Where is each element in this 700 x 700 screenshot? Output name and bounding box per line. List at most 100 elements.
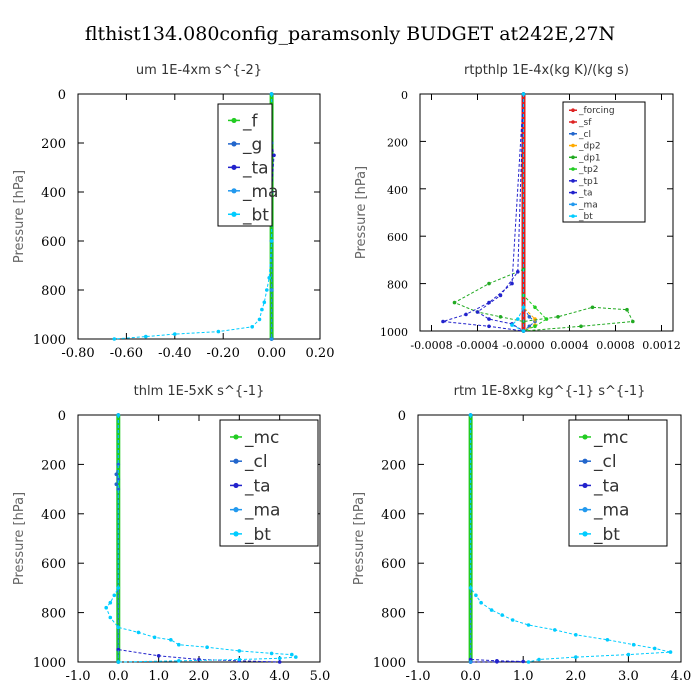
legend-box — [217, 103, 273, 227]
x-tick-label: 1.0 — [513, 669, 534, 684]
series-line-bt — [114, 94, 273, 340]
y-tick-label: 200 — [41, 458, 66, 473]
data-point — [116, 413, 121, 417]
data-point — [574, 655, 578, 659]
data-point — [205, 645, 209, 649]
legend: _mc _cl _ta _ma _bt — [568, 419, 668, 547]
legend-marker — [571, 179, 575, 183]
y-tick-label: 200 — [387, 136, 408, 149]
figure-title: flthist134.080config_paramsonly BUDGET a… — [85, 23, 615, 45]
x-tick-label: -0.80 — [61, 346, 94, 361]
data-point — [452, 300, 457, 305]
legend-entry: _tp2 — [578, 165, 598, 175]
legend-marker — [231, 117, 237, 124]
y-tick-label: 400 — [381, 508, 406, 523]
legend-entry: _cl — [578, 130, 591, 140]
data-point — [498, 315, 503, 319]
series-line-bt — [470, 415, 671, 663]
legend-entry: _cl — [244, 452, 268, 472]
data-point — [668, 650, 673, 654]
data-point — [631, 319, 635, 324]
data-point — [474, 593, 478, 598]
data-point — [144, 334, 148, 339]
legend-marker — [571, 167, 575, 171]
data-point — [177, 659, 181, 663]
data-point — [136, 630, 141, 635]
data-point — [468, 586, 473, 590]
data-point — [269, 239, 274, 243]
legend: _forcing _sf _cl _dp2_dp1 _tp2 _tp1 _ta_ma _bt — [562, 101, 646, 223]
x-tick-label: 0.0 — [108, 669, 129, 684]
data-point — [277, 660, 282, 664]
data-point — [487, 324, 491, 329]
y-tick-label: 1000 — [33, 656, 66, 671]
data-point — [112, 337, 117, 341]
y-axis-label: Pressure [hPa] — [352, 492, 367, 585]
legend-entry: _ta — [578, 189, 593, 199]
chart-panel-3: rtm 1E-8xkg kg^{-1} s^{-1} Pressure [hPa]… — [352, 384, 691, 684]
legend-entry: _dp1 — [578, 153, 601, 163]
legend-marker — [571, 190, 575, 195]
data-point — [277, 656, 282, 661]
panel-title: um 1E-4xm s^{-2} — [136, 63, 262, 78]
y-tick-label: 800 — [41, 607, 66, 622]
data-point — [177, 642, 181, 647]
series-cl-group — [114, 413, 121, 664]
data-point — [533, 305, 537, 310]
data-point — [533, 324, 537, 329]
x-tick-label: 3.0 — [618, 669, 639, 684]
legend-marker — [233, 507, 239, 513]
legend-entry: _bt — [244, 525, 271, 545]
legend-entry: _ta — [593, 476, 620, 496]
data-point — [489, 608, 494, 612]
x-tick-label: -0.20 — [207, 346, 240, 361]
legend-entry: _g — [242, 135, 262, 155]
legend-marker — [582, 531, 588, 537]
data-point — [495, 660, 499, 664]
plot-frame — [417, 414, 682, 663]
x-tick-label: -0.0008 — [410, 339, 452, 352]
data-point — [521, 305, 526, 310]
data-point — [114, 472, 119, 477]
data-point — [516, 270, 520, 274]
data-point — [487, 317, 491, 321]
y-tick-label: 0 — [401, 89, 408, 102]
data-point — [108, 600, 113, 605]
data-point — [498, 293, 503, 298]
x-tick-label: 5.0 — [310, 669, 331, 684]
data-point — [294, 655, 298, 659]
data-point — [260, 307, 264, 312]
legend-entry: _ma — [242, 182, 278, 202]
legend-marker — [582, 482, 588, 489]
legend-marker — [231, 141, 237, 147]
data-point — [267, 276, 272, 280]
y-axis-label: Pressure [hPa] — [12, 170, 27, 263]
plot-frame — [419, 93, 674, 332]
data-point — [269, 92, 274, 96]
legend-marker — [582, 434, 588, 440]
y-tick-label: 0 — [58, 88, 66, 103]
x-tick-label: 1.0 — [148, 669, 169, 684]
legend-marker — [571, 120, 575, 124]
legend-entry: _mc — [593, 428, 628, 448]
data-point — [544, 317, 549, 321]
y-tick-label: 600 — [381, 557, 406, 572]
legend-entry: _tp1 — [578, 177, 598, 187]
data-point — [250, 325, 254, 329]
legend-marker — [231, 164, 237, 170]
data-point — [553, 628, 557, 632]
data-point — [269, 337, 274, 341]
chart-panel-1: rtpthlp 1E-4x(kg K)/(kg s) Pressure [hPa]… — [354, 63, 681, 352]
legend: _f _g _ta _ma _bt — [217, 103, 278, 227]
data-point — [441, 319, 445, 324]
y-tick-label: 400 — [41, 508, 66, 523]
data-point — [475, 310, 480, 314]
x-tick-label: -0.0000 — [502, 339, 544, 352]
data-point — [479, 600, 483, 605]
legend-entry: _cl — [593, 452, 617, 472]
series-bt-group — [468, 413, 673, 664]
data-point — [104, 605, 108, 610]
panel-title: thlm 1E-5xK s^{-1} — [134, 384, 265, 399]
x-tick-label: 0.20 — [306, 346, 335, 361]
